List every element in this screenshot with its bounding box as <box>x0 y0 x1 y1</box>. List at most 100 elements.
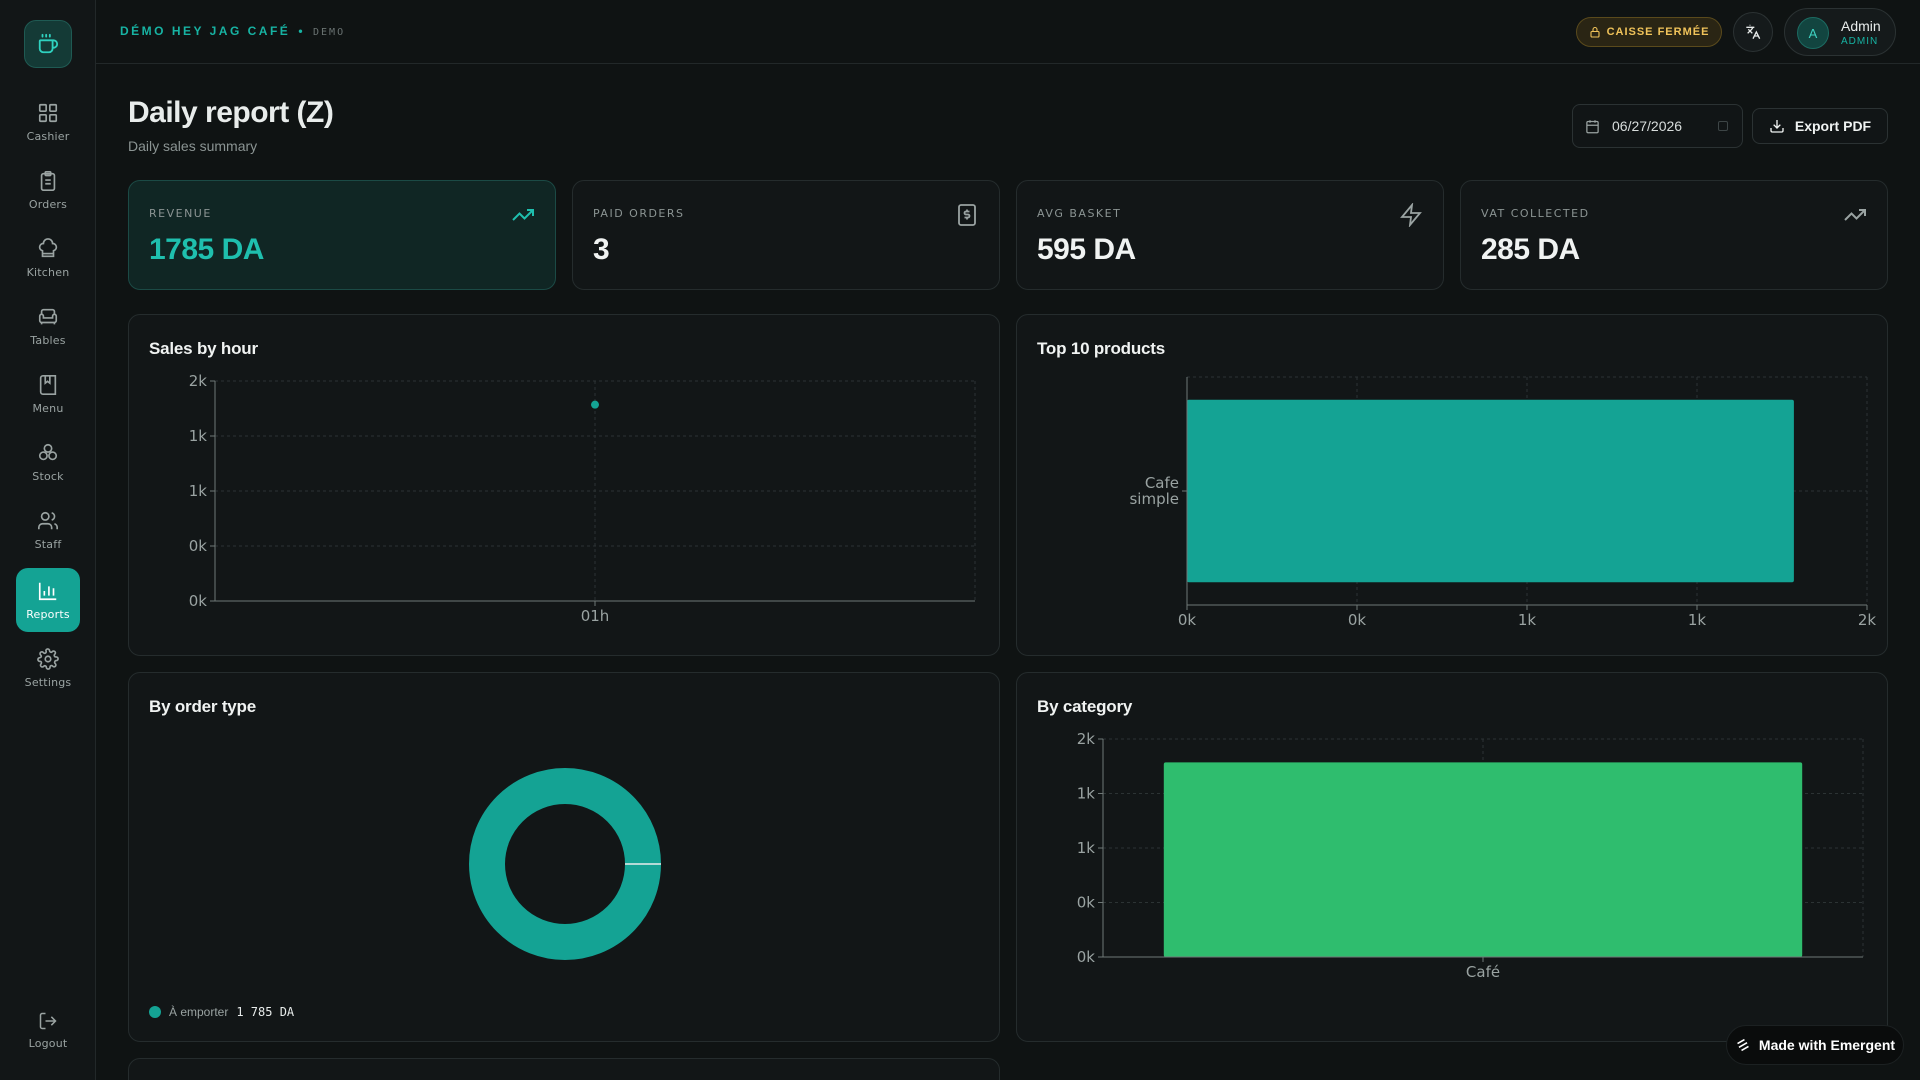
stat-card-vat-collected: VAT COLLECTED 285 DA <box>1460 180 1888 290</box>
donut-slice <box>469 768 661 960</box>
sidebar: Cashier Orders Kitchen Tables Menu Stock… <box>0 0 96 1080</box>
top-products-panel: Top 10 products 0k 0k 1k 1k 2k Cafe simple <box>1016 314 1888 656</box>
app-logo[interactable] <box>24 20 72 68</box>
calendar-icon <box>1586 119 1599 133</box>
calendar-picker-icon[interactable] <box>1718 121 1728 131</box>
sidebar-item-label: Cashier <box>26 129 70 143</box>
sidebar-item-tables[interactable]: Tables <box>16 294 80 358</box>
sidebar-item-label: Tables <box>30 333 66 347</box>
page-title: Daily report (Z) <box>128 96 334 129</box>
stat-label: VAT COLLECTED <box>1481 207 1590 220</box>
stat-card-revenue: REVENUE 1785 DA <box>128 180 556 290</box>
by-category-chart: 0k 0k 1k 1k 2k Café <box>1077 730 1864 981</box>
trending-up-icon <box>1844 209 1866 221</box>
stat-value: 3 <box>593 233 610 266</box>
sidebar-item-reports[interactable]: Reports <box>16 568 80 632</box>
sidebar-item-staff[interactable]: Staff <box>16 498 80 562</box>
topbar: DÉMO HEY JAG CAFÉ • DEMO <box>96 0 1920 64</box>
sidebar-item-label: Orders <box>28 197 68 211</box>
export-pdf-button[interactable]: Export PDF <box>1752 108 1888 144</box>
brand-separator: • <box>298 24 306 38</box>
chef-hat-icon <box>38 237 58 257</box>
x-tick-label: 01h <box>581 607 610 625</box>
y-tick-label: 0k <box>189 537 208 555</box>
sidebar-item-label: Staff <box>34 537 62 551</box>
x-tick-label: Café <box>1466 963 1500 981</box>
armchair-icon <box>38 308 58 324</box>
page-subtitle: Daily sales summary <box>128 138 258 154</box>
sidebar-item-kitchen[interactable]: Kitchen <box>16 226 80 290</box>
stat-card-avg-basket: AVG BASKET 595 DA <box>1016 180 1444 290</box>
y-tick-label: 2k <box>189 372 208 390</box>
register-status-label: CAISSE FERMÉE <box>1606 26 1710 38</box>
emergent-logo-icon <box>1737 1038 1749 1052</box>
y-tick-label: 0k <box>189 592 208 610</box>
logout-icon <box>39 1012 57 1029</box>
by-category-panel: By category 0k 0k 1k 1k 2k Café <box>1016 672 1888 1042</box>
book-icon <box>39 374 57 395</box>
bottom-panel <box>128 1058 1000 1080</box>
sidebar-item-label: Kitchen <box>26 265 70 279</box>
panel-title: Top 10 products <box>1037 339 1165 358</box>
stat-card-paid-orders: PAID ORDERS 3 <box>572 180 1000 290</box>
demo-badge: DEMO <box>313 27 346 38</box>
brand-name: DÉMO HEY JAG CAFÉ <box>120 24 291 38</box>
coffee-cup-icon <box>38 33 59 54</box>
sidebar-item-stock[interactable]: Stock <box>16 430 80 494</box>
language-button[interactable] <box>1733 12 1773 52</box>
gear-icon <box>37 647 59 670</box>
sidebar-item-cashier[interactable]: Cashier <box>16 90 80 154</box>
panel-title: By order type <box>149 697 256 716</box>
x-tick-label: 0k <box>1178 611 1197 629</box>
bar <box>1163 762 1803 957</box>
panel-title: Sales by hour <box>149 339 258 358</box>
receipt-icon <box>958 204 976 226</box>
top-products-chart: 0k 0k 1k 1k 2k Cafe simple <box>1129 376 1876 629</box>
y-tick-label: 1k <box>189 427 208 445</box>
legend-label: À emporter <box>169 1005 229 1019</box>
lock-icon <box>1590 26 1600 38</box>
sidebar-item-menu[interactable]: Menu <box>16 362 80 426</box>
order-type-panel: By order type À emporter 1 785 DA <box>128 672 1000 1042</box>
users-icon <box>38 511 58 529</box>
bar <box>1187 399 1794 583</box>
sidebar-item-label: Settings <box>24 675 72 689</box>
data-point <box>591 400 599 409</box>
stat-value: 285 DA <box>1481 233 1580 266</box>
x-tick-label: 0k <box>1348 611 1367 629</box>
legend-swatch <box>149 1006 161 1018</box>
date-value: 06/27/2026 <box>1612 118 1683 134</box>
logout-label: Logout <box>28 1036 68 1050</box>
export-pdf-label: Export PDF <box>1794 118 1872 134</box>
stat-value: 595 DA <box>1037 233 1136 266</box>
date-picker[interactable]: 06/27/2026 <box>1572 104 1743 148</box>
user-menu[interactable]: A Admin ADMIN <box>1784 8 1896 56</box>
trending-up-icon <box>512 209 534 221</box>
download-icon <box>1770 120 1784 133</box>
made-with-emergent-badge[interactable]: Made with Emergent <box>1726 1025 1904 1065</box>
sidebar-item-label: Reports <box>26 607 70 621</box>
brand: DÉMO HEY JAG CAFÉ • DEMO <box>120 24 345 38</box>
order-type-legend: À emporter 1 785 DA <box>149 1005 294 1019</box>
legend-value: 1 785 DA <box>236 1005 295 1019</box>
y-tick-label: 0k <box>1077 894 1096 912</box>
y-tick-label: 1k <box>1077 839 1096 857</box>
user-role: ADMIN <box>1841 36 1879 47</box>
x-tick-label: 1k <box>1688 611 1707 629</box>
logout-button[interactable]: Logout <box>16 1002 80 1058</box>
stat-label: REVENUE <box>149 207 212 220</box>
order-type-chart <box>469 768 661 960</box>
x-tick-label: 1k <box>1518 611 1537 629</box>
sales-by-hour-panel: Sales by hour 0k 0k 1k 1k 2k 01h <box>128 314 1000 656</box>
y-tick-label: Cafe simple <box>1129 474 1179 508</box>
register-status-badge[interactable]: CAISSE FERMÉE <box>1576 17 1722 47</box>
stat-label: PAID ORDERS <box>593 207 685 220</box>
y-tick-label: 1k <box>189 482 208 500</box>
sidebar-item-settings[interactable]: Settings <box>16 636 80 700</box>
panel-title: By category <box>1037 697 1133 716</box>
translate-icon <box>1746 24 1761 39</box>
boxes-icon <box>38 443 58 460</box>
stat-value: 1785 DA <box>149 233 264 266</box>
sidebar-item-orders[interactable]: Orders <box>16 158 80 222</box>
avatar: A <box>1797 17 1829 49</box>
